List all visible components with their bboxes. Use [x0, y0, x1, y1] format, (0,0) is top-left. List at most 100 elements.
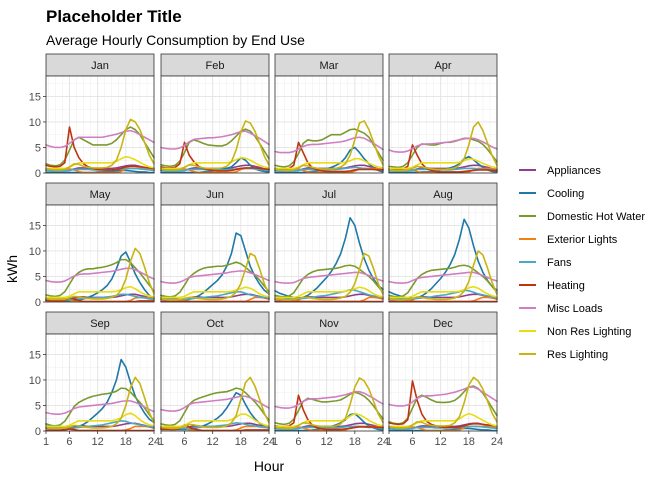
- facet-strip-label: Sep: [90, 318, 110, 330]
- panel-border: [388, 204, 498, 303]
- series-line-misc-loads: [160, 395, 270, 412]
- panel-border: [274, 75, 384, 174]
- series-line-heating: [45, 297, 155, 303]
- series-line-misc-loads: [45, 267, 155, 283]
- y-tick-label: 15: [29, 349, 41, 361]
- series-line-non-res-lighting: [45, 412, 155, 428]
- x-tick-label: 1: [272, 436, 278, 448]
- legend-label: Exterior Lights: [547, 234, 618, 246]
- series-line-res-lighting: [388, 376, 498, 429]
- panel-background: [46, 205, 154, 302]
- y-tick-label: 5: [35, 142, 41, 154]
- panel-jul: Jul: [274, 182, 384, 303]
- panel-border: [45, 333, 155, 432]
- legend-item-appliances: Appliances: [519, 165, 601, 177]
- legend-item-domestic-hot-water: Domestic Hot Water: [519, 211, 645, 223]
- series-line-res-lighting: [274, 252, 384, 301]
- series-line-heating: [45, 428, 155, 432]
- facet-strip-label: Oct: [206, 318, 223, 330]
- y-tick-label: 0: [35, 297, 41, 309]
- x-tick-label: 1: [43, 436, 49, 448]
- series-line-misc-loads: [160, 130, 270, 150]
- series-line-res-lighting: [160, 252, 270, 301]
- legend-label: Fans: [547, 257, 572, 269]
- x-tick-label: 18: [235, 436, 247, 448]
- x-tick-label: 1: [158, 436, 164, 448]
- series-line-non-res-lighting: [45, 155, 155, 170]
- series-line-non-res-lighting: [45, 285, 155, 299]
- legend-label: Heating: [547, 280, 585, 292]
- panel-jan: Jan 0 5 10 15: [29, 53, 155, 180]
- y-tick-label: 0: [35, 426, 41, 438]
- legend-item-heating: Heating: [519, 280, 585, 292]
- series-line-non-res-lighting: [160, 286, 270, 299]
- panel-border: [160, 75, 270, 174]
- facet-strip-label: Apr: [434, 60, 451, 72]
- panel-apr: Apr: [388, 53, 498, 174]
- series-line-res-lighting: [45, 247, 155, 301]
- x-tick-label: 6: [181, 436, 187, 448]
- x-tick-label: 6: [66, 436, 72, 448]
- x-tick-label: 24: [148, 436, 160, 448]
- series-line-res-lighting: [160, 120, 270, 171]
- y-tick-label: 15: [29, 91, 41, 103]
- series-line-res-lighting: [45, 118, 155, 171]
- series-line-misc-loads: [388, 386, 498, 407]
- facet-strip-label: Feb: [206, 60, 225, 72]
- panel-nov: Nov 1 6 12 18 24: [272, 311, 389, 448]
- series-line-non-res-lighting: [274, 157, 384, 170]
- y-tick-label: 5: [35, 400, 41, 412]
- legend-label: Domestic Hot Water: [547, 211, 645, 223]
- legend-label: Misc Loads: [547, 303, 603, 315]
- panel-dec: Dec 1 6 12 18 24: [386, 311, 503, 448]
- x-axis-title: Hour: [254, 458, 285, 474]
- panel-mar: Mar: [274, 53, 384, 174]
- panel-feb: Feb: [160, 53, 270, 174]
- series-line-domestic-hot-water: [274, 128, 384, 168]
- y-tick-label: 10: [29, 117, 41, 129]
- x-tick-label: 12: [435, 436, 447, 448]
- legend-item-cooling: Cooling: [519, 188, 584, 200]
- panel-aug: Aug: [388, 182, 498, 303]
- panel-border: [45, 75, 155, 174]
- legend-label: Non Res Lighting: [547, 326, 631, 338]
- series-line-heating: [274, 141, 384, 173]
- x-tick-label: 12: [207, 436, 219, 448]
- panel-oct: Oct 1 6 12 18 24: [158, 311, 275, 448]
- panel-border: [45, 204, 155, 303]
- x-tick-label: 6: [295, 436, 301, 448]
- x-tick-label: 18: [120, 436, 132, 448]
- legend-label: Res Lighting: [547, 349, 608, 361]
- panel-border: [274, 333, 384, 432]
- y-tick-label: 10: [29, 246, 41, 258]
- series-line-misc-loads: [45, 129, 155, 149]
- series-line-res-lighting: [160, 376, 270, 430]
- panel-sep: Sep 0 5 10 15 1 6 12 18 24: [29, 311, 160, 448]
- x-tick-label: 24: [263, 436, 275, 448]
- facet-strip-label: Mar: [320, 60, 339, 72]
- x-tick-label: 12: [92, 436, 104, 448]
- series-line-cooling: [160, 391, 270, 431]
- series-line-non-res-lighting: [274, 286, 384, 299]
- panel-border: [388, 333, 498, 432]
- series-line-domestic-hot-water: [160, 128, 270, 168]
- facet-strip-label: Jun: [206, 189, 224, 201]
- x-tick-label: 12: [321, 436, 333, 448]
- series-line-res-lighting: [274, 377, 384, 430]
- series-line-heating: [388, 380, 498, 429]
- chart-title: Placeholder Title: [46, 7, 182, 26]
- series-line-misc-loads: [388, 137, 498, 153]
- y-tick-label: 0: [35, 168, 41, 180]
- series-line-non-res-lighting: [388, 285, 498, 299]
- x-tick-label: 6: [409, 436, 415, 448]
- panel-background: [389, 205, 497, 302]
- legend-item-exterior-lights: Exterior Lights: [519, 234, 618, 246]
- y-tick-label: 10: [29, 375, 41, 387]
- series-line-res-lighting: [274, 120, 384, 172]
- panel-border: [160, 204, 270, 303]
- series-line-heating: [274, 394, 384, 431]
- y-tick-label: 15: [29, 220, 41, 232]
- y-tick-label: 5: [35, 271, 41, 283]
